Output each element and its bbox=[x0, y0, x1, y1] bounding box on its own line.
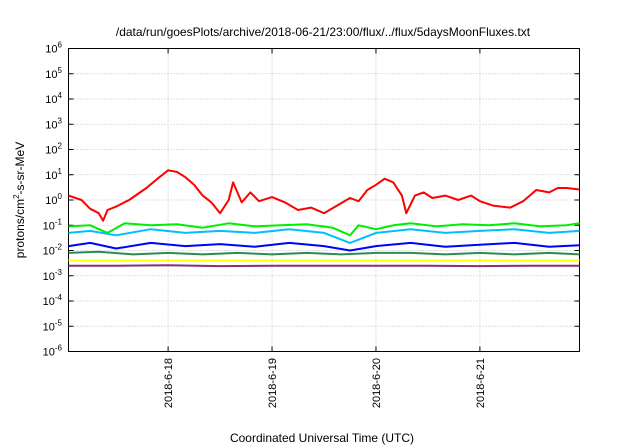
x-tick-label: 2018-6-19 bbox=[267, 358, 279, 408]
grid-lines bbox=[68, 48, 580, 352]
y-tick-label: 10-6 bbox=[43, 344, 63, 359]
y-tick-label: 101 bbox=[45, 167, 62, 182]
x-tick-label: 2018-6-20 bbox=[371, 358, 383, 408]
y-tick-label: 100 bbox=[45, 192, 62, 207]
y-tick-label: 104 bbox=[45, 91, 62, 106]
series-line-3 bbox=[68, 228, 580, 244]
x-axis-ticks: 2018-6-18 2018-6-19 2018-6-20 2018-6-21 bbox=[163, 48, 487, 408]
y-tick-label: 102 bbox=[45, 142, 62, 157]
y-axis-label: protons/cm2-s-sr-MeV bbox=[12, 142, 27, 258]
series-line-7 bbox=[68, 264, 580, 268]
series-line-5 bbox=[68, 250, 580, 256]
y-tick-label: 103 bbox=[45, 116, 62, 131]
y-axis-ticks: 10-6 10-5 10-4 10-3 10-2 10-1 100 101 102 103 104 1… bbox=[43, 41, 580, 359]
series-line-4 bbox=[68, 241, 580, 252]
y-tick-label: 10-1 bbox=[43, 217, 63, 232]
y-tick-label: 10-5 bbox=[43, 318, 63, 333]
y-tick-label: 106 bbox=[45, 41, 62, 56]
x-tick-label: 2018-6-18 bbox=[163, 358, 175, 408]
series-lines bbox=[68, 169, 580, 268]
series-line-2 bbox=[68, 222, 580, 237]
chart-title: /data/run/goesPlots/archive/2018-06-21/2… bbox=[116, 25, 531, 39]
x-axis-label: Coordinated Universal Time (UTC) bbox=[230, 431, 414, 445]
y-tick-label: 10-3 bbox=[43, 268, 63, 283]
y-tick-label: 105 bbox=[45, 66, 62, 81]
x-tick-label: 2018-6-21 bbox=[475, 358, 487, 408]
y-tick-label: 10-2 bbox=[43, 243, 63, 258]
y-tick-label: 10-4 bbox=[43, 293, 63, 308]
series-line-1 bbox=[68, 169, 580, 222]
